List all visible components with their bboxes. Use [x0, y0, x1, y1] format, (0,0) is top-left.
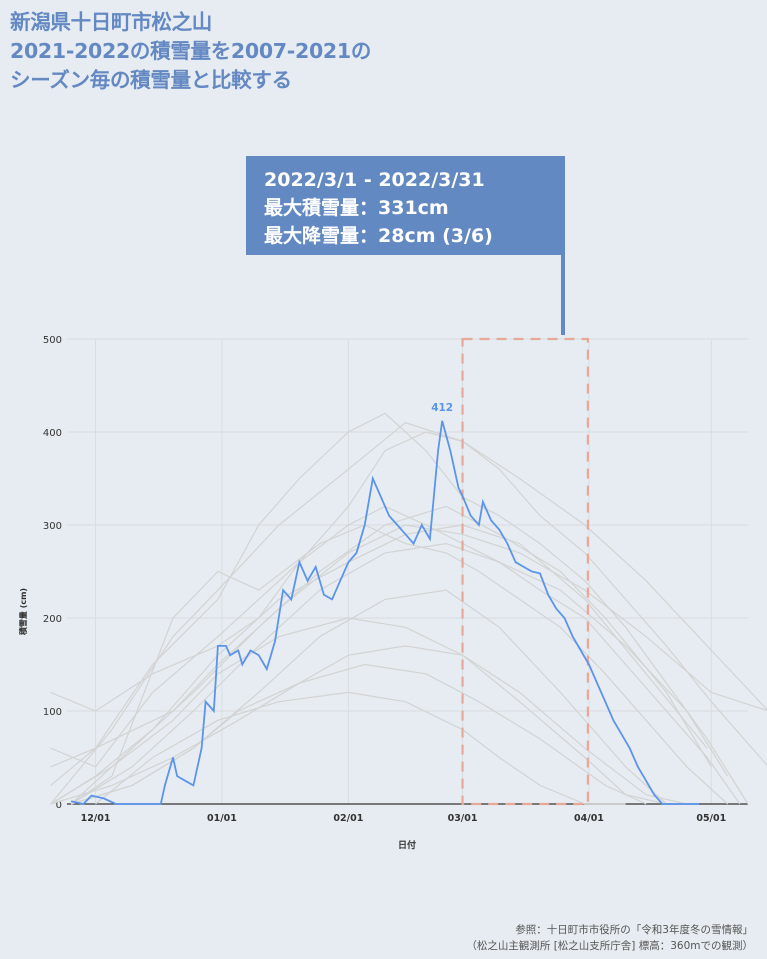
y-tick-label: 200 — [43, 614, 62, 625]
past-season-line — [50, 663, 647, 805]
past-season-line — [70, 524, 729, 805]
x-axis-title: 日付 — [398, 839, 416, 851]
y-tick-label: 0 — [56, 800, 62, 811]
past-season-line — [50, 412, 749, 805]
title-line-2: 2021-2022の積雪量を2007-2021の — [10, 39, 372, 63]
source-line-2: （松之山主観測所 [松之山支所庁舎] 標高：360mでの観測） — [466, 940, 753, 952]
past-season-line — [70, 505, 712, 805]
y-tick-label: 400 — [43, 428, 62, 439]
x-tick-label: 03/01 — [448, 813, 478, 824]
source-note: 参照：十日町市市役所の「令和3年度冬の雪情報」 （松之山主観測所 [松之山支所庁… — [466, 922, 753, 954]
callout-period: 2022/3/1 - 2022/3/31 — [264, 169, 485, 191]
current-season-line — [70, 420, 700, 805]
past-season-line — [50, 524, 767, 768]
callout-connector — [561, 255, 565, 335]
source-line-1: 参照：十日町市市役所の「令和3年度冬の雪情報」 — [515, 924, 753, 936]
y-tick-label: 500 — [43, 335, 62, 346]
title-line-1: 新潟県十日町市松之山 — [10, 10, 212, 34]
past-season-line — [95, 691, 626, 805]
x-tick-label: 12/01 — [81, 813, 111, 824]
chart-title: 新潟県十日町市松之山 2021-2022の積雪量を2007-2021の シーズン… — [10, 8, 750, 95]
callout-max-snowfall: 最大降雪量：28cm (3/6) — [264, 225, 493, 247]
past-season-line — [70, 542, 729, 805]
past-season-line — [50, 422, 767, 805]
highlight-period-box — [461, 337, 589, 806]
title-line-3: シーズン毎の積雪量と比較する — [10, 68, 292, 92]
past-season-line — [50, 524, 708, 805]
y-tick-label: 300 — [43, 521, 62, 532]
x-tick-label: 04/01 — [574, 813, 604, 824]
past-season-line — [50, 617, 667, 805]
callout-max-depth: 最大積雪量：331cm — [264, 197, 449, 219]
peak-data-label: 412 — [431, 402, 453, 414]
past-season-line — [70, 589, 667, 805]
y-axis-title: 積雪量 (cm) — [18, 588, 28, 636]
x-tick-label: 01/01 — [207, 813, 237, 824]
x-tick-label: 02/01 — [333, 813, 363, 824]
x-tick-label: 05/01 — [696, 813, 726, 824]
period-callout: 2022/3/1 - 2022/3/31 最大積雪量：331cm 最大降雪量：2… — [246, 156, 565, 255]
past-season-line — [50, 431, 767, 767]
y-tick-label: 100 — [43, 707, 62, 718]
